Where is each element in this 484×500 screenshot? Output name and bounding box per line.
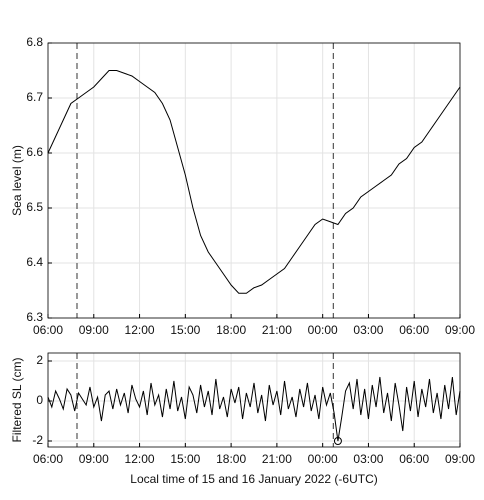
y-tick-label: 6.6 xyxy=(26,145,43,159)
x-tick-label: 06:00 xyxy=(399,323,429,337)
y-tick-label: 6.7 xyxy=(26,90,43,104)
x-tick-label: 15:00 xyxy=(170,323,200,337)
x-tick-label: 18:00 xyxy=(216,323,246,337)
y-tick-label: 0 xyxy=(36,393,43,407)
y-axis-label: Filtered SL (cm) xyxy=(10,358,24,443)
axes-box xyxy=(47,352,461,448)
x-tick-label: 06:00 xyxy=(33,452,63,466)
x-tick-label: 09:00 xyxy=(445,452,475,466)
y-tick-label: 6.3 xyxy=(26,310,43,324)
x-tick-label: 09:00 xyxy=(445,323,475,337)
x-tick-label: 12:00 xyxy=(125,323,155,337)
y-tick-label: 2 xyxy=(36,353,43,367)
x-tick-label: 09:00 xyxy=(79,323,109,337)
x-axis-label: Local time of 15 and 16 January 2022 (-6… xyxy=(130,472,377,486)
y-axis-label: Sea level (m) xyxy=(10,145,24,216)
x-tick-label: 18:00 xyxy=(216,452,246,466)
data-line xyxy=(47,70,461,294)
x-tick-label: 03:00 xyxy=(353,452,383,466)
x-tick-label: 03:00 xyxy=(353,323,383,337)
axes-box xyxy=(47,42,461,319)
x-tick-label: 00:00 xyxy=(308,323,338,337)
event-marker xyxy=(333,437,342,445)
y-tick-label: 6.8 xyxy=(26,35,43,49)
y-tick-label: -2 xyxy=(32,433,43,447)
x-tick-label: 21:00 xyxy=(262,323,292,337)
x-tick-label: 12:00 xyxy=(125,452,155,466)
x-tick-label: 21:00 xyxy=(262,452,292,466)
y-tick-label: 6.5 xyxy=(26,200,43,214)
x-tick-label: 00:00 xyxy=(308,452,338,466)
x-tick-label: 15:00 xyxy=(170,452,200,466)
data-line xyxy=(47,376,461,442)
y-tick-label: 6.4 xyxy=(26,255,43,269)
x-tick-label: 06:00 xyxy=(399,452,429,466)
x-tick-label: 06:00 xyxy=(33,323,63,337)
x-tick-label: 09:00 xyxy=(79,452,109,466)
